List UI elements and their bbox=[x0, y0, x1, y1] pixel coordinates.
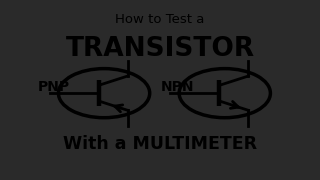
Text: How to Test a: How to Test a bbox=[115, 13, 205, 26]
Text: PNP: PNP bbox=[38, 80, 70, 94]
Text: NPN: NPN bbox=[161, 80, 195, 94]
Text: TRANSISTOR: TRANSISTOR bbox=[65, 36, 255, 62]
Text: With a MULTIMETER: With a MULTIMETER bbox=[63, 135, 257, 153]
